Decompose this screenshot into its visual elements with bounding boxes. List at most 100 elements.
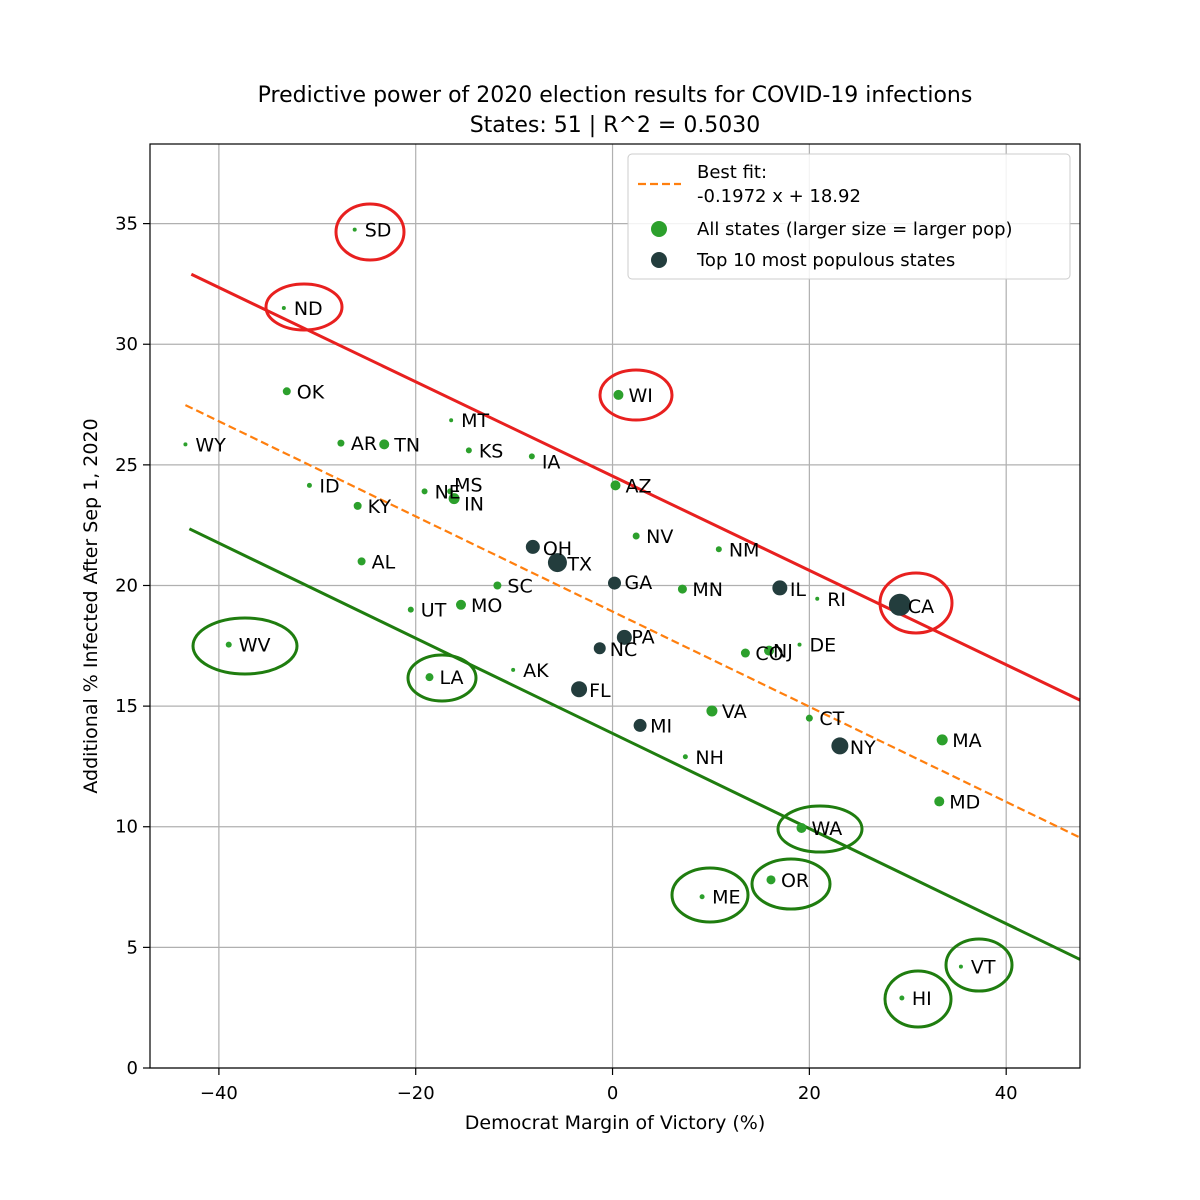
y-tick-label: 20 [115,575,138,596]
point-mo [455,599,466,610]
point-label-wv: WV [239,635,271,657]
point-label-in: IN [464,494,484,516]
x-tick-label: 0 [607,1083,618,1104]
annotation-circle-vt [944,937,1014,993]
point-nc [593,642,606,655]
lower-bound-line [188,527,1081,961]
x-tick-label: −40 [200,1083,238,1104]
point-va [706,705,718,717]
point-mi [633,718,647,732]
point-label-ok: OK [297,381,325,403]
point-label-id: ID [319,475,339,497]
annotation-circle-or [750,857,832,911]
point-label-mt: MT [461,410,489,432]
point-label-la: LA [439,667,463,689]
legend-best-fit-equation: -0.1972 x + 18.92 [697,186,861,207]
point-label-wy: WY [195,434,226,456]
y-axis-label: Additional % Infected After Sep 1, 2020 [80,418,102,793]
annotation-circles [191,202,1014,1029]
y-tick-label: 30 [115,334,138,355]
point-ks [465,447,472,454]
point-label-nd: ND [294,298,323,320]
point-wv [225,641,232,648]
axis-ticks: −40 −20 0 20 40 0 5 10 15 20 25 30 35 [115,214,1018,1104]
annotation-circle-me [670,866,750,924]
point-ma [936,734,948,746]
legend: Best fit: -0.1972 x + 18.92 All states (… [627,153,1071,280]
legend-top10-label: Top 10 most populous states [696,250,955,271]
legend-box [627,153,1071,280]
point-label-tx: TX [566,554,592,576]
point-label-or: OR [781,870,809,892]
point-or [766,875,776,885]
x-axis-label: Democrat Margin of Victory (%) [465,1112,765,1134]
point-label-al: AL [372,551,396,573]
point-label-nh: NH [695,747,724,769]
point-la [425,673,434,682]
x-tick-label: 20 [798,1083,821,1104]
point-wi [613,389,624,400]
regression-lines [184,272,1081,961]
point-ca [888,593,911,616]
point-label-fl: FL [589,680,611,702]
point-hi [899,995,905,1001]
annotation-circle-hi [883,969,953,1029]
point-label-ca: CA [908,596,934,618]
point-label-me: ME [712,887,740,909]
point-ut [407,606,414,613]
point-nj [764,645,775,656]
point-label-vt: VT [971,957,996,979]
point-ky [353,501,362,510]
point-ga [608,576,622,590]
point-al [357,557,366,566]
point-tx [547,553,567,573]
point-label-ky: KY [368,496,392,518]
point-ok [282,387,291,396]
point-md [934,796,945,807]
point-mn [677,584,687,594]
point-label-ak: AK [523,660,549,682]
point-label-oh: OH [543,538,572,560]
grid-lines [150,144,1080,1069]
legend-all-states-swatch [651,221,667,237]
point-co [740,648,750,658]
point-nv [632,532,640,540]
point-label-tn: TN [393,434,420,456]
point-label-wa: WA [811,818,842,840]
point-label-ks: KS [479,440,504,462]
point-label-nm: NM [729,539,760,561]
point-ar [337,439,345,447]
point-label-nv: NV [646,526,673,548]
point-label-ne: NE [435,481,461,503]
point-label-ny: NY [850,737,876,759]
point-label-ma: MA [952,730,981,752]
y-tick-label: 5 [127,937,138,958]
annotation-circle-wa [776,804,864,854]
point-label-wi: WI [628,385,652,407]
point-wy [183,442,188,447]
point-label-mi: MI [650,715,672,737]
point-label-nc: NC [610,639,637,661]
point-label-de: DE [810,635,837,657]
point-oh [525,539,540,554]
point-label-az: AZ [625,475,651,497]
legend-best-fit-title: Best fit: [697,162,767,183]
point-label-nj: NJ [773,641,793,663]
point-label-sc: SC [507,575,532,597]
point-label-pa: PA [631,626,654,648]
point-fl [571,681,588,698]
point-ri [815,596,820,601]
point-nm [715,546,722,553]
x-tick-label: 40 [995,1083,1018,1104]
point-label-ut: UT [421,600,447,622]
point-label-va: VA [722,701,747,723]
point-id [306,482,312,488]
point-label-ia: IA [542,451,561,473]
point-nd [281,306,286,311]
annotation-circle-wv [191,616,299,676]
point-label-ar: AR [351,433,377,455]
chart-subtitle: States: 51 | R^2 = 0.5030 [470,113,761,138]
point-sd [352,227,357,232]
